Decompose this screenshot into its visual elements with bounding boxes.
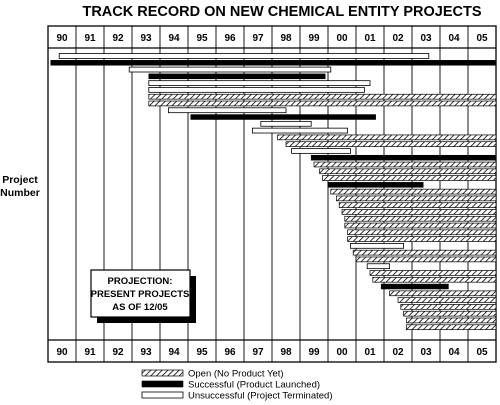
project-bar-open xyxy=(338,202,497,208)
x-tick-label-bottom: 95 xyxy=(196,347,208,358)
project-bar-unsuccessful xyxy=(148,87,365,93)
x-tick-label-bottom: 99 xyxy=(308,347,320,358)
x-tick-label-bottom: 91 xyxy=(84,347,96,358)
x-tick-label-bottom: 96 xyxy=(224,347,236,358)
x-tick-label-top: 93 xyxy=(140,33,152,44)
project-bar-successful xyxy=(310,154,497,161)
annotation-line-3: AS OF 12/05 xyxy=(112,302,168,313)
project-bar-open xyxy=(406,324,497,331)
project-bar-successful xyxy=(190,114,376,120)
x-tick-label-bottom: 02 xyxy=(392,347,404,358)
project-bar-open xyxy=(406,317,497,324)
x-tick-label-top: 95 xyxy=(196,33,208,44)
project-bar-successful xyxy=(380,283,449,290)
project-bar-open xyxy=(344,222,497,229)
project-bar-successful xyxy=(327,182,424,188)
x-tick-label-bottom: 90 xyxy=(56,347,68,358)
x-tick-label-bottom: 92 xyxy=(112,347,124,358)
project-bar-unsuccessful xyxy=(148,80,371,86)
projection-annotation: PROJECTION: PRESENT PROJECTS AS OF 12/05 xyxy=(90,269,196,323)
x-tick-label-bottom: 03 xyxy=(420,347,432,358)
x-tick-label-bottom: 01 xyxy=(364,347,376,358)
project-bar-unsuccessful xyxy=(349,243,404,249)
project-bar-open xyxy=(330,188,497,195)
project-bar-open xyxy=(355,256,497,263)
project-bar-open xyxy=(285,141,497,147)
project-bar-open xyxy=(369,270,497,276)
project-bar-unsuccessful xyxy=(291,148,351,154)
project-bar-open xyxy=(341,209,497,215)
project-bars xyxy=(50,53,497,331)
x-tick-label-bottom: 04 xyxy=(448,347,460,358)
x-tick-label-bottom: 94 xyxy=(168,347,180,358)
annotation-line-2: PRESENT PROJECTS xyxy=(91,289,190,300)
project-bar-open xyxy=(336,195,497,202)
x-tick-label-top: 02 xyxy=(392,33,404,44)
legend: Open (No Product Yet)Successful (Product… xyxy=(141,369,333,402)
y-axis-label: Project Number xyxy=(0,174,40,199)
legend-swatch-unsuccessful xyxy=(141,391,184,399)
project-bar-unsuccessful xyxy=(366,263,391,270)
x-tick-label-bottom: 00 xyxy=(336,347,348,358)
project-bar-successful xyxy=(50,60,497,66)
project-bar-open xyxy=(403,310,497,317)
x-tick-label-top: 94 xyxy=(168,33,180,44)
project-bar-successful xyxy=(148,73,326,80)
y-axis-label-line-1: Project xyxy=(2,174,38,186)
x-tick-label-top: 92 xyxy=(112,33,124,44)
project-bar-open xyxy=(319,168,497,175)
x-tick-label-bottom: 98 xyxy=(280,347,292,358)
project-bar-open xyxy=(352,249,497,256)
x-tick-label-top: 99 xyxy=(308,33,320,44)
legend-label-open: Open (No Product Yet) xyxy=(188,369,284,380)
project-bar-open xyxy=(400,304,497,310)
project-bar-open xyxy=(344,215,497,222)
x-tick-label-top: 97 xyxy=(252,33,264,44)
x-tick-label-top: 01 xyxy=(364,33,376,44)
project-bar-open xyxy=(389,290,497,297)
annotation-line-1: PROJECTION: xyxy=(108,276,173,287)
x-tick-label-top: 90 xyxy=(56,33,68,44)
legend-label-unsuccessful: Unsuccessful (Project Terminated) xyxy=(188,391,333,402)
x-tick-label-top: 03 xyxy=(420,33,432,44)
project-bar-unsuccessful xyxy=(128,66,332,73)
x-tick-label-top: 98 xyxy=(280,33,292,44)
x-tick-label-top: 00 xyxy=(336,33,348,44)
project-bar-unsuccessful xyxy=(167,107,287,114)
project-bar-unsuccessful xyxy=(58,53,430,59)
project-bar-open xyxy=(347,229,497,236)
y-axis-label-line-2: Number xyxy=(0,187,40,199)
x-tick-label-bottom: 93 xyxy=(140,347,152,358)
project-bar-open xyxy=(148,100,497,107)
project-bar-open xyxy=(372,276,497,283)
project-bar-unsuccessful xyxy=(260,120,312,127)
project-bar-unsuccessful xyxy=(251,127,348,134)
legend-swatch-successful xyxy=(141,380,184,388)
x-tick-labels: 90 90 91 91 92 92 93 93 94 94 95 95 96 96 97 97 98 98 99 99… xyxy=(56,33,488,358)
x-tick-label-bottom: 97 xyxy=(252,347,264,358)
project-bar-open xyxy=(277,134,497,141)
legend-label-successful: Successful (Product Launched) xyxy=(188,380,320,391)
project-bar-open xyxy=(322,175,497,181)
annotation-box xyxy=(90,269,191,318)
project-bar-open xyxy=(397,297,497,303)
x-tick-label-top: 91 xyxy=(84,33,96,44)
x-tick-label-top: 04 xyxy=(448,33,460,44)
project-bar-open xyxy=(347,236,497,242)
legend-swatch-open xyxy=(141,369,184,377)
project-bar-open xyxy=(148,93,497,100)
x-tick-label-bottom: 05 xyxy=(476,347,488,358)
x-tick-label-top: 96 xyxy=(224,33,236,44)
project-bar-open xyxy=(313,161,497,168)
chart-title: TRACK RECORD ON NEW CHEMICAL ENTITY PROJ… xyxy=(82,4,481,20)
x-tick-label-top: 05 xyxy=(476,33,488,44)
